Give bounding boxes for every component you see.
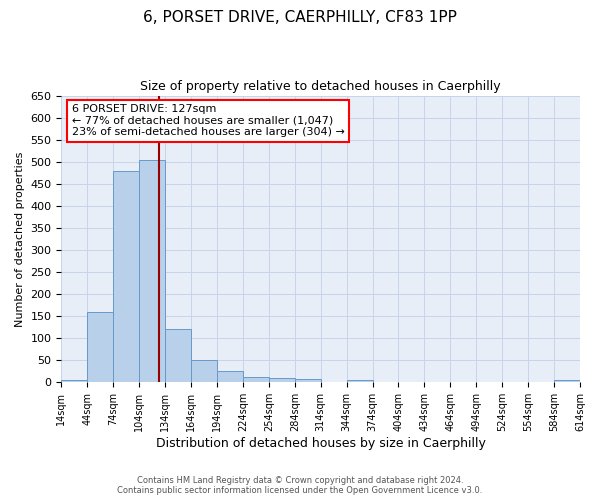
Bar — [139, 160, 165, 382]
Bar — [243, 377, 269, 382]
Y-axis label: Number of detached properties: Number of detached properties — [15, 152, 25, 326]
Bar — [88, 312, 113, 382]
Bar — [554, 380, 580, 382]
Bar — [165, 330, 191, 382]
X-axis label: Distribution of detached houses by size in Caerphilly: Distribution of detached houses by size … — [156, 437, 485, 450]
Bar — [61, 380, 88, 382]
Bar — [217, 372, 243, 382]
Title: Size of property relative to detached houses in Caerphilly: Size of property relative to detached ho… — [140, 80, 501, 93]
Text: Contains HM Land Registry data © Crown copyright and database right 2024.
Contai: Contains HM Land Registry data © Crown c… — [118, 476, 482, 495]
Text: 6 PORSET DRIVE: 127sqm
← 77% of detached houses are smaller (1,047)
23% of semi-: 6 PORSET DRIVE: 127sqm ← 77% of detached… — [72, 104, 344, 138]
Bar — [295, 379, 321, 382]
Bar — [269, 378, 295, 382]
Text: 6, PORSET DRIVE, CAERPHILLY, CF83 1PP: 6, PORSET DRIVE, CAERPHILLY, CF83 1PP — [143, 10, 457, 25]
Bar — [113, 170, 139, 382]
Bar — [191, 360, 217, 382]
Bar — [347, 380, 373, 382]
